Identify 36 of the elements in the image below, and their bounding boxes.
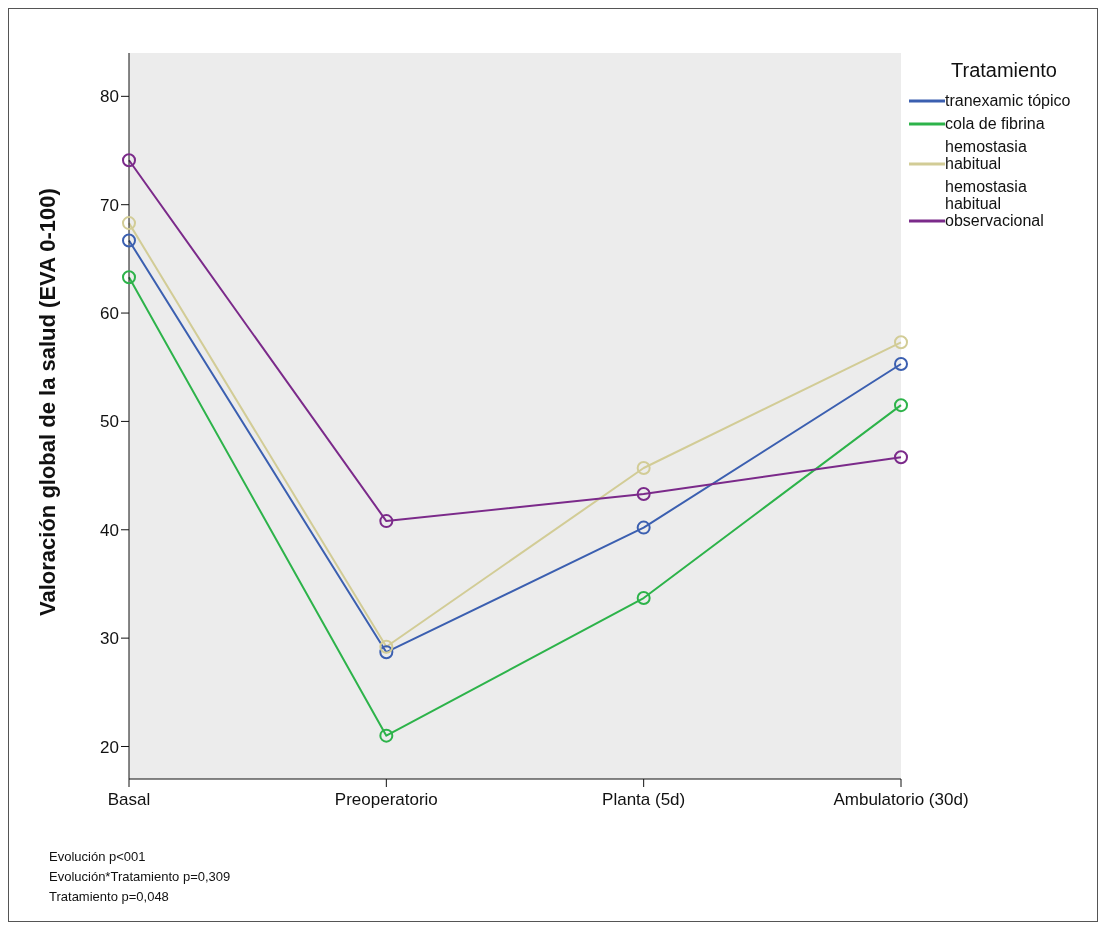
legend-label: tranexamic tópico: [945, 92, 1071, 109]
point: [122, 216, 136, 231]
x-tick-label: Preoperatorio: [334, 790, 438, 810]
text: Tratamiento p=0,048: [49, 888, 170, 906]
y-tick-label: 60: [100, 304, 119, 324]
point: [636, 591, 651, 606]
y-tick-label: 20: [100, 737, 119, 757]
y-tick-label: 70: [100, 195, 119, 215]
text: hemostasia habitual observacional: [945, 178, 1045, 229]
x-tick-label: Basal: [107, 790, 151, 810]
y-tick-label: 30: [100, 629, 119, 649]
point: [894, 398, 908, 413]
x-tick-label: Planta (5d): [602, 790, 686, 810]
legend-title: Tratamiento: [951, 59, 1058, 82]
x-tick-label: Ambulatorio (30d): [833, 790, 969, 810]
point: [379, 728, 394, 743]
point: [379, 514, 394, 529]
point: [379, 645, 394, 660]
point: [894, 450, 908, 465]
point: [636, 487, 651, 502]
y-axis-title: Valoración global de la salud (EVA 0-100): [34, 188, 60, 616]
point: [122, 270, 136, 285]
point: [636, 461, 651, 476]
point: [894, 335, 908, 350]
point: [379, 639, 394, 654]
y-tick-label: 50: [100, 412, 119, 432]
point: [894, 356, 908, 371]
text: Evolución*Tratamiento p=0,309: [49, 868, 231, 886]
legend-label: cola de fibrina: [945, 115, 1045, 132]
point: [122, 153, 136, 168]
y-tick-label: 40: [100, 520, 119, 540]
y-tick-label: 80: [100, 87, 119, 107]
point: [122, 233, 136, 248]
legend-label: hemostasia habitual: [945, 138, 1028, 172]
point: [636, 520, 651, 535]
text: Evolución p<001: [49, 848, 147, 866]
